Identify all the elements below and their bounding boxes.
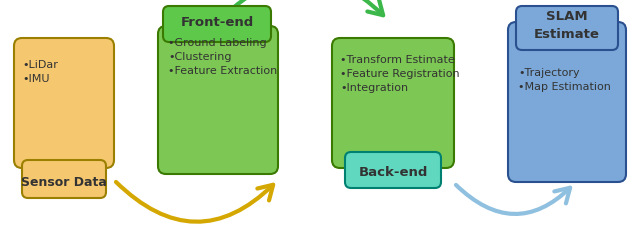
Text: •Ground Labeling
•Clustering
•Feature Extraction: •Ground Labeling •Clustering •Feature Ex…	[168, 38, 277, 76]
FancyBboxPatch shape	[516, 6, 618, 50]
Text: •Transform Estimate
•Feature Registration
•Integration: •Transform Estimate •Feature Registratio…	[340, 55, 460, 93]
FancyBboxPatch shape	[508, 22, 626, 182]
Text: SLAM
Estimate: SLAM Estimate	[534, 10, 600, 42]
FancyArrowPatch shape	[116, 182, 273, 222]
Text: Front-end: Front-end	[180, 15, 253, 29]
FancyBboxPatch shape	[332, 38, 454, 168]
FancyBboxPatch shape	[158, 26, 278, 174]
FancyBboxPatch shape	[14, 38, 114, 168]
FancyArrowPatch shape	[456, 185, 570, 214]
Text: •LiDar
•IMU: •LiDar •IMU	[22, 60, 58, 84]
Text: Sensor Data: Sensor Data	[21, 177, 107, 190]
Text: •Trajectory
•Map Estimation: •Trajectory •Map Estimation	[518, 68, 611, 92]
FancyBboxPatch shape	[22, 160, 106, 198]
FancyBboxPatch shape	[345, 152, 441, 188]
FancyBboxPatch shape	[163, 6, 271, 42]
Text: Back-end: Back-end	[358, 165, 428, 178]
FancyArrowPatch shape	[222, 0, 383, 18]
